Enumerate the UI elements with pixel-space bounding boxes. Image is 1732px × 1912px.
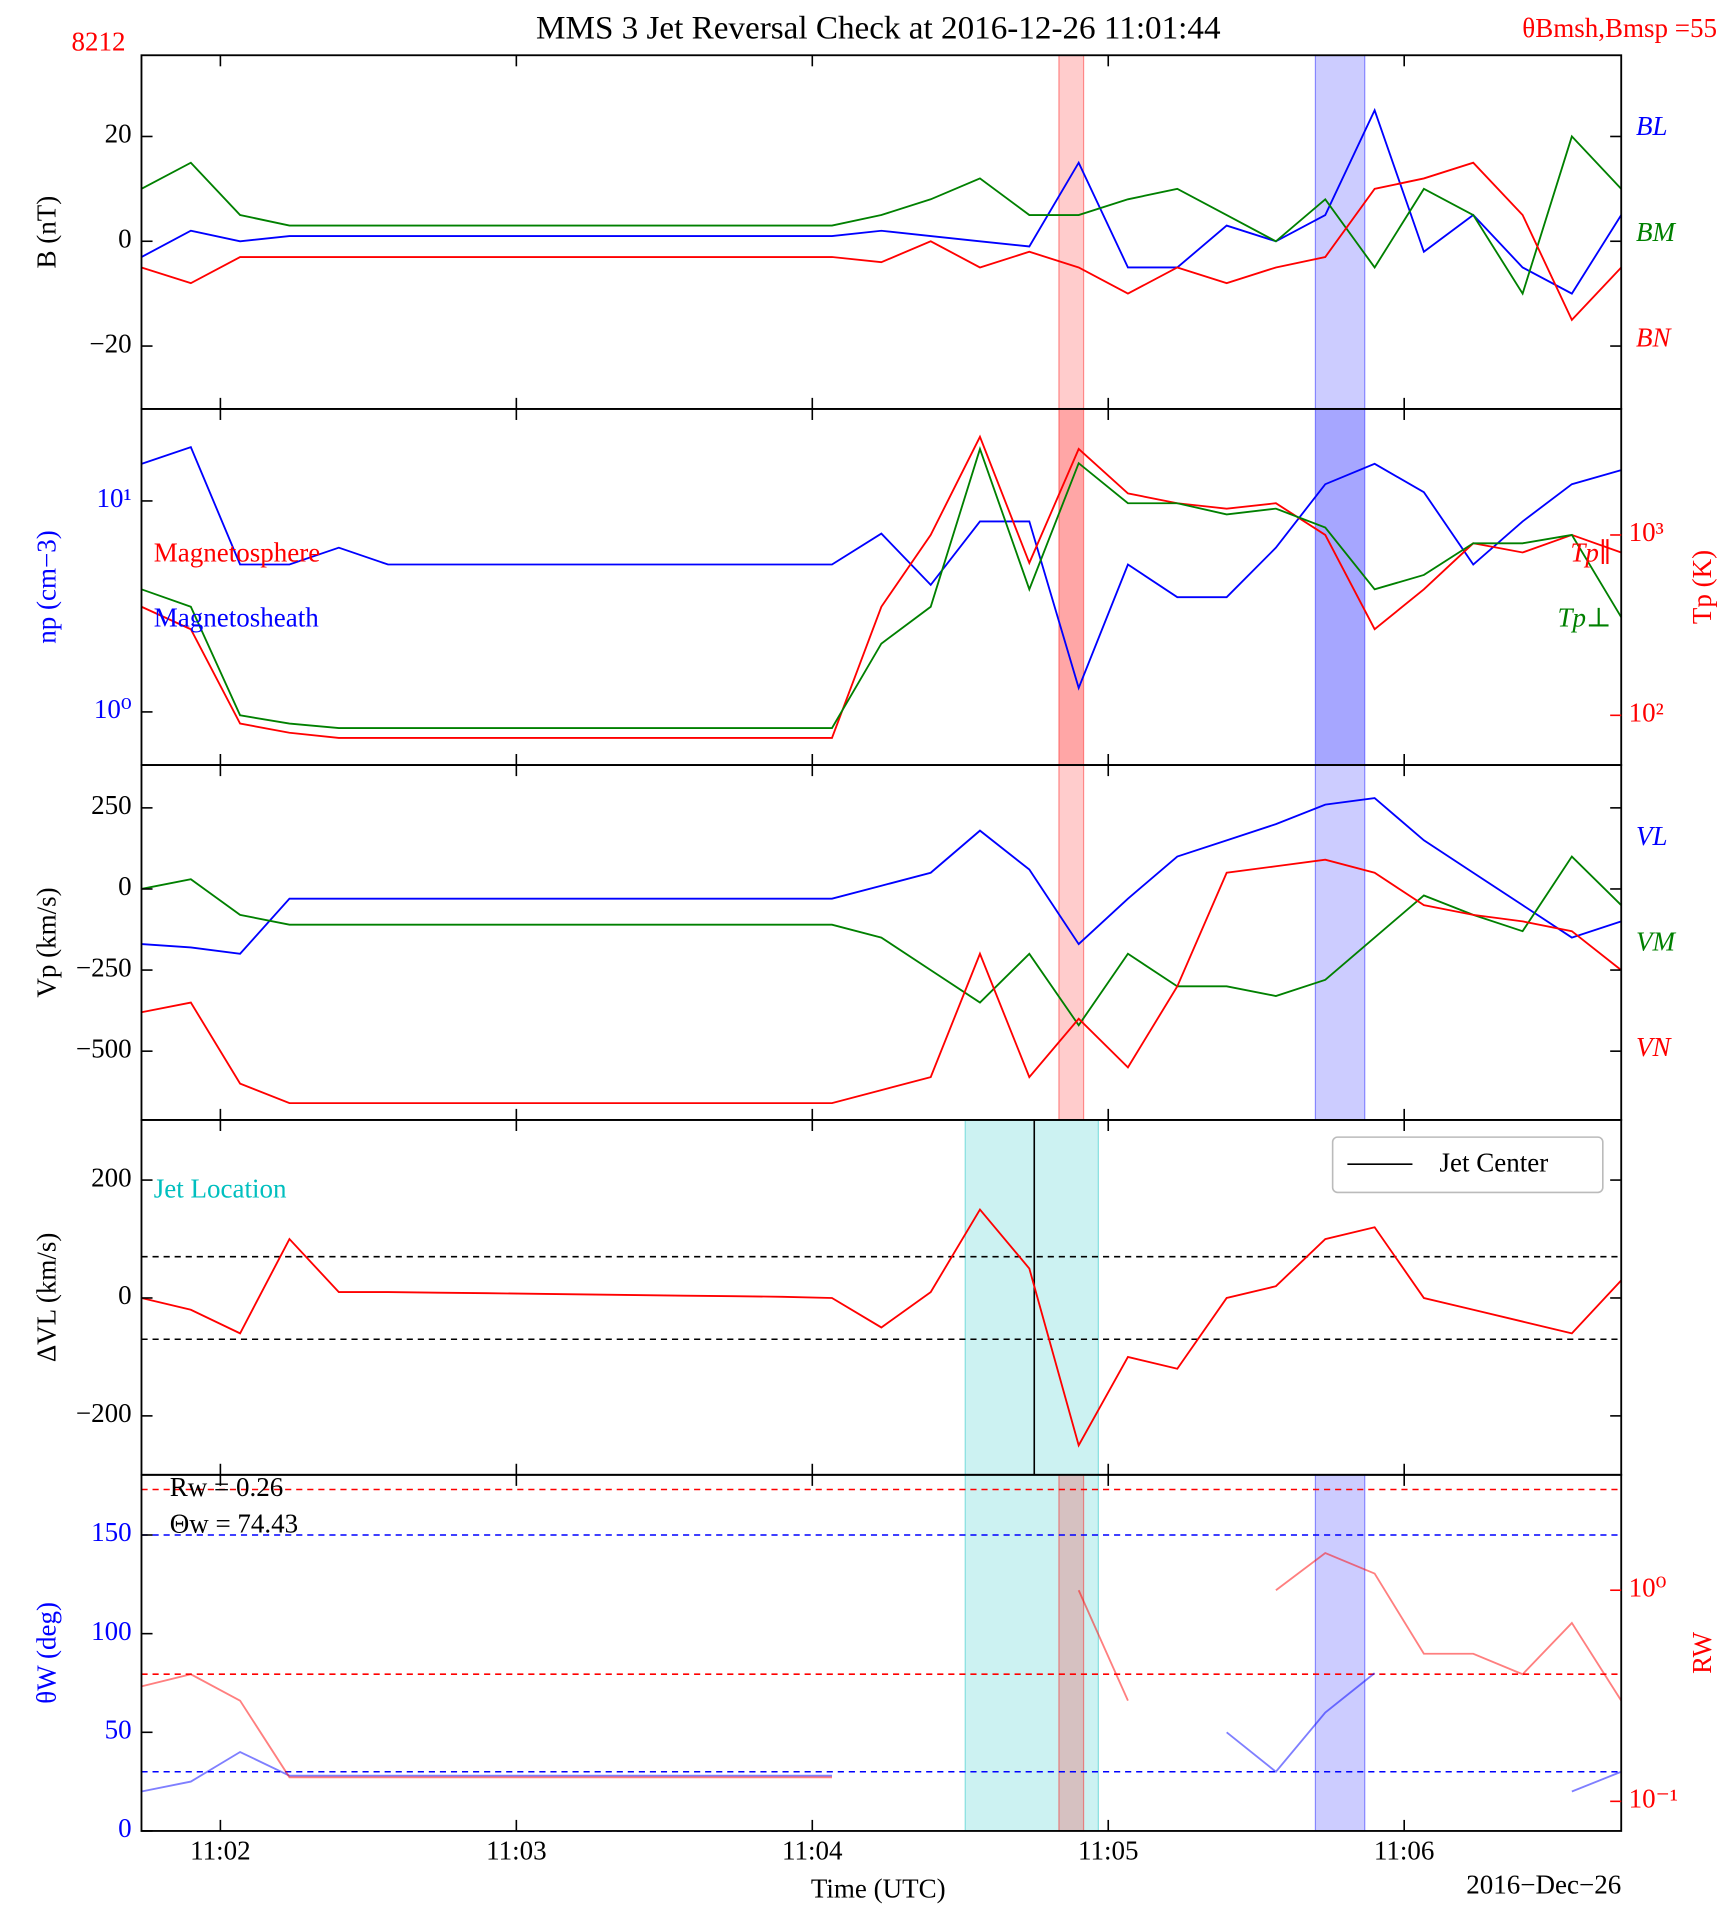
y-tick-label: 0 bbox=[118, 871, 132, 901]
series-line bbox=[141, 1672, 1622, 1793]
y2-tick-label: 10⁻¹ bbox=[1629, 1784, 1678, 1814]
x-axis-label: Time (UTC) bbox=[811, 1873, 946, 1903]
series-label: BM bbox=[1636, 217, 1676, 247]
series-label: VM bbox=[1636, 927, 1676, 957]
annotation: Magnetosphere bbox=[154, 537, 320, 567]
y2-axis-label: Tp (K) bbox=[1687, 550, 1717, 624]
x-tick-label: 11:02 bbox=[190, 1835, 251, 1865]
series-line bbox=[141, 134, 1622, 296]
y-tick-label: −200 bbox=[76, 1398, 132, 1428]
y-axis-label: Vp (km/s) bbox=[32, 887, 62, 997]
annotation: Magnetosheath bbox=[154, 602, 319, 632]
annotation: Θw = 74.43 bbox=[170, 1509, 298, 1539]
shaded-span bbox=[1314, 408, 1366, 766]
shaded-span bbox=[1058, 54, 1085, 410]
y-axis-label: B (nT) bbox=[32, 196, 62, 269]
series-label: Tp⊥ bbox=[1557, 602, 1611, 632]
angle-label: θBmsh,Bmsp =55 bbox=[1522, 13, 1717, 43]
annotation: Jet Location bbox=[154, 1173, 287, 1203]
y-axis-label: ΔVL (km/s) bbox=[32, 1233, 62, 1363]
shaded-span bbox=[1314, 1474, 1366, 1832]
figure-title: MMS 3 Jet Reversal Check at 2016-12-26 1… bbox=[536, 9, 1221, 46]
x-tick-label: 11:03 bbox=[486, 1835, 547, 1865]
shaded-span bbox=[1058, 1474, 1085, 1832]
series-label: Tp∥ bbox=[1570, 537, 1611, 567]
y-tick-label: 0 bbox=[118, 1280, 132, 1310]
series-line bbox=[141, 855, 1622, 1027]
y-axis-label: θW (deg) bbox=[32, 1602, 62, 1704]
panel-frame bbox=[140, 408, 1623, 766]
y-tick-label: 50 bbox=[105, 1715, 132, 1745]
y2-axis-label: RW bbox=[1687, 1631, 1717, 1674]
series-line bbox=[141, 797, 1622, 955]
x-tick-label: 11:05 bbox=[1078, 1835, 1138, 1865]
series-line bbox=[141, 107, 1623, 295]
y-axis-label: np (cm−3) bbox=[32, 530, 62, 643]
y-tick-label: 100 bbox=[91, 1616, 132, 1646]
series-line bbox=[141, 446, 1623, 730]
series-line bbox=[141, 1207, 1622, 1448]
y-tick-label: 150 bbox=[91, 1517, 132, 1547]
series-line bbox=[141, 161, 1622, 322]
x-tick-label: 11:06 bbox=[1374, 1835, 1435, 1865]
y-tick-label: 0 bbox=[118, 1813, 132, 1843]
y-tick-label: −20 bbox=[89, 328, 131, 358]
panel-frame bbox=[140, 54, 1623, 410]
panel-frame bbox=[140, 1473, 1623, 1832]
series-line bbox=[141, 858, 1622, 1105]
y-tick-label: −500 bbox=[76, 1033, 132, 1063]
event-id: 8212 bbox=[71, 26, 125, 56]
y2-tick-label: 10² bbox=[1629, 698, 1664, 728]
shaded-span bbox=[1058, 408, 1085, 766]
shaded-span bbox=[1314, 54, 1366, 410]
y-tick-label: 10¹ bbox=[97, 483, 132, 513]
series-line bbox=[141, 1552, 1622, 1779]
series-line bbox=[141, 434, 1622, 739]
series-label: VL bbox=[1636, 821, 1668, 851]
x-tick-label: 11:04 bbox=[782, 1835, 843, 1865]
shaded-span bbox=[964, 1119, 1099, 1476]
series-line bbox=[141, 445, 1622, 691]
date-label: 2016−Dec−26 bbox=[1466, 1870, 1621, 1900]
y-tick-label: −250 bbox=[76, 952, 132, 982]
y-tick-label: 250 bbox=[91, 790, 132, 820]
legend-label: Jet Center bbox=[1439, 1148, 1548, 1178]
y-tick-label: 10⁰ bbox=[94, 694, 132, 724]
y-tick-label: 0 bbox=[118, 223, 132, 253]
shaded-span bbox=[1314, 764, 1366, 1121]
y-tick-label: 20 bbox=[105, 119, 132, 149]
series-label: BN bbox=[1636, 322, 1672, 352]
y2-tick-label: 10³ bbox=[1629, 517, 1664, 547]
y2-tick-label: 10⁰ bbox=[1629, 1572, 1667, 1602]
y-tick-label: 200 bbox=[91, 1162, 132, 1192]
annotation: Rw = 0.26 bbox=[170, 1472, 283, 1502]
legend-box bbox=[1331, 1136, 1604, 1194]
series-label: BL bbox=[1636, 111, 1668, 141]
series-label: VN bbox=[1636, 1032, 1672, 1062]
